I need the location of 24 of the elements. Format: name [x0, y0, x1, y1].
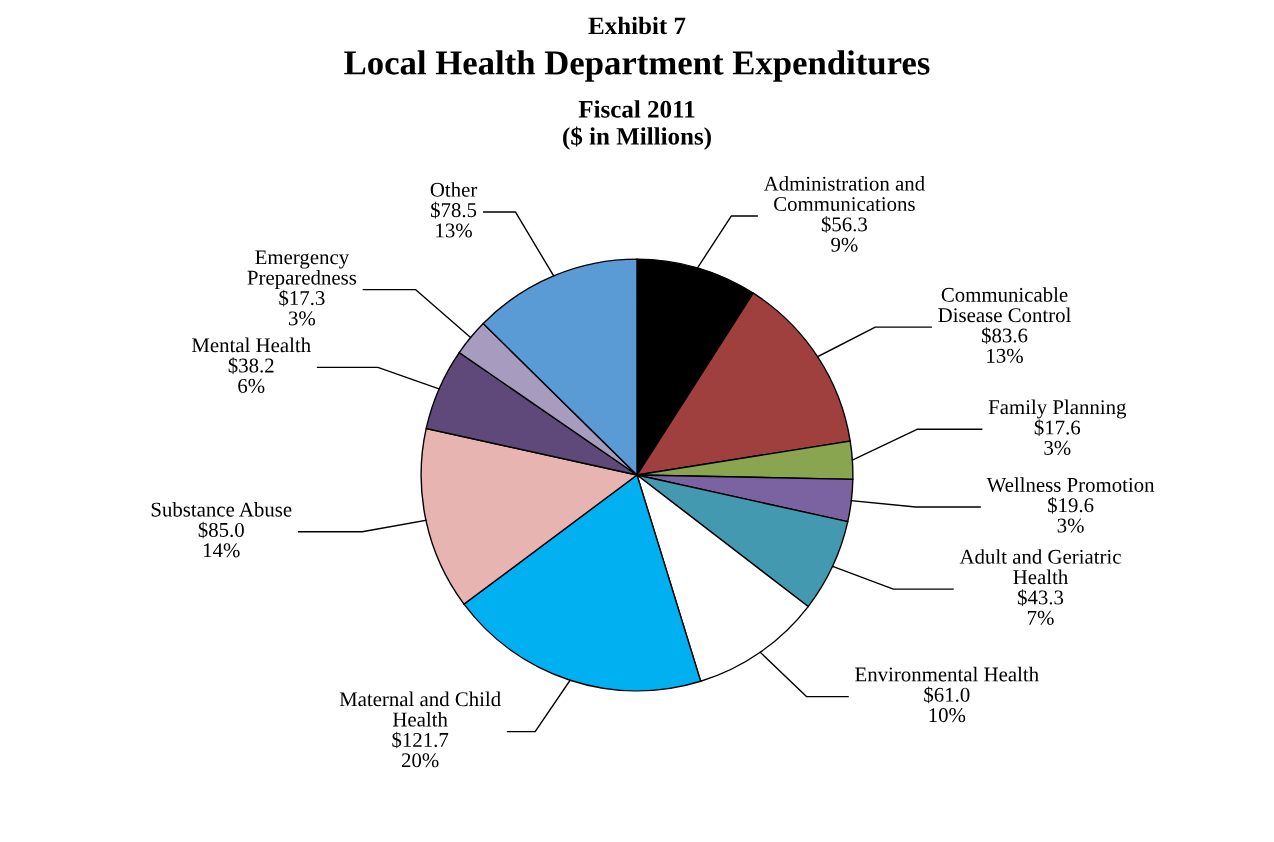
data-label: $83.6 13% [981, 327, 1028, 363]
data-label: $19.6 3% [1048, 496, 1094, 533]
slice-label: Family Planning [988, 399, 1127, 419]
data-label: $43.3 7% [1017, 589, 1064, 625]
data-label: $85.0 14% [198, 521, 244, 558]
data-label: $17.3 3% [279, 289, 325, 326]
data-label: $56.3 9% [821, 216, 867, 252]
slice-label: Adult and Geriatric Health [959, 549, 1121, 585]
chart-title: Exhibit 7 Local Health Department Expenditures [344, 16, 930, 82]
data-label: $78.5 13% [431, 201, 477, 238]
data-label: $17.6 3% [1034, 419, 1081, 455]
slice-label: Other [430, 182, 478, 197]
chart-subtitle: Fiscal 2011 ($ in Millions) [563, 100, 711, 150]
slice-label: Emergency Preparedness [247, 250, 357, 289]
data-label: $38.2 6% [228, 357, 274, 393]
slice-label: Wellness Promotion [986, 477, 1155, 493]
slice-label: Mental Health [191, 337, 311, 353]
data-label: $61.0 10% [924, 686, 970, 723]
slice-label: Communicable Disease Control [938, 287, 1071, 323]
slice-label: Substance Abuse [151, 501, 292, 517]
data-label: $121.7 20% [392, 731, 449, 768]
slice-label: Maternal and Child Health [339, 691, 501, 727]
slice-label: Environmental Health [855, 666, 1039, 682]
slice-label: Administration and Communications [763, 176, 925, 212]
